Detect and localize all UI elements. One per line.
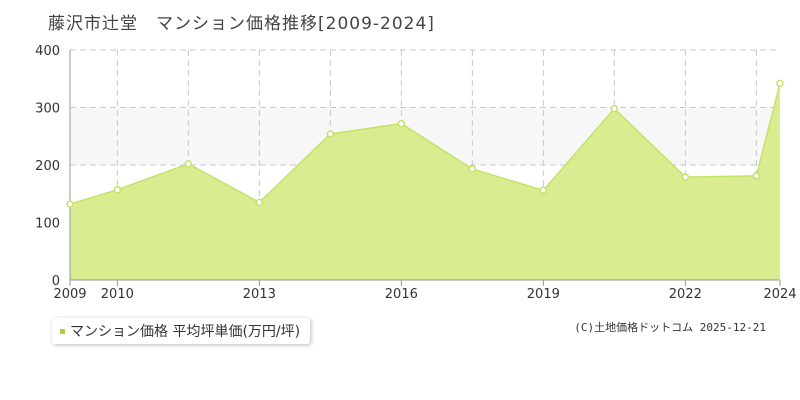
copyright-text: (C)土地価格ドットコム 2025-12-21 (574, 321, 766, 334)
series-line (69, 83, 781, 205)
data-point (752, 172, 761, 180)
y-tick-label: 0 (52, 274, 60, 289)
y-tick-label: 400 (35, 44, 60, 59)
y-tick-label: 300 (35, 102, 60, 117)
data-point (539, 186, 548, 195)
chart-title: 藤沢市辻堂 マンション価格推移[2009-2024] (48, 14, 435, 34)
data-point (113, 185, 122, 194)
x-tick-label: 2016 (385, 287, 418, 302)
x-tick-label: 2024 (763, 287, 796, 302)
data-point (326, 130, 335, 138)
legend-label: マンション価格 平均坪単価(万円/坪) (70, 324, 301, 340)
y-tick-label: 100 (35, 217, 60, 232)
x-tick-label: 2009 (53, 287, 86, 302)
series-area (70, 83, 780, 280)
data-point (184, 160, 193, 168)
data-point (610, 104, 619, 113)
data-point (397, 119, 406, 128)
data-point (468, 165, 477, 173)
x-tick-label: 2013 (243, 287, 276, 302)
x-tick-label: 2019 (527, 287, 560, 302)
x-tick-label: 2022 (669, 287, 702, 302)
data-point (681, 173, 690, 181)
legend-swatch (60, 328, 65, 334)
x-tick-label: 2010 (101, 287, 134, 302)
y-tick-label: 200 (35, 159, 60, 174)
data-point (66, 200, 74, 208)
data-point (255, 198, 264, 207)
legend: マンション価格 平均坪単価(万円/坪) (52, 318, 311, 344)
data-point (776, 79, 784, 88)
